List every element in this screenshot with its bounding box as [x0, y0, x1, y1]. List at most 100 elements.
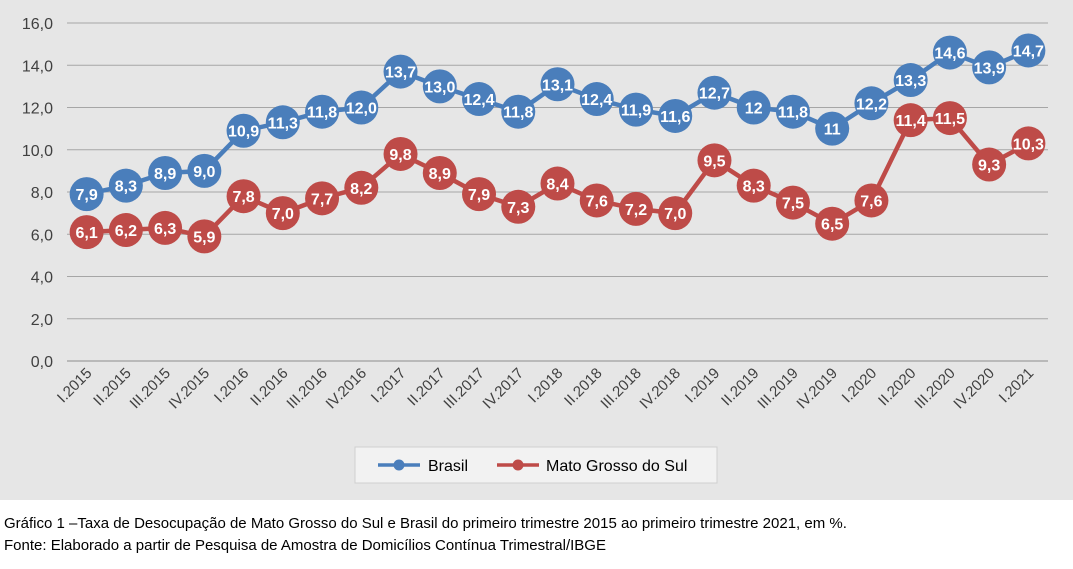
data-point [148, 210, 183, 245]
data-point [187, 219, 222, 254]
chart-area: 0,0 2,0 4,0 6,0 8,0 10,0 12,0 14,0 16,0 I.2015 II.… [0, 0, 1073, 500]
data-point [305, 94, 340, 129]
data-label: 7,6 [860, 193, 882, 210]
data-label: 11,6 [660, 109, 690, 126]
data-label: 13,7 [385, 65, 416, 82]
data-label: 11,8 [307, 105, 337, 122]
data-point [815, 111, 850, 146]
data-label: 7,7 [311, 191, 333, 208]
data-point [579, 82, 614, 117]
data-point [775, 94, 810, 129]
data-point [226, 179, 261, 214]
data-label: 11,3 [268, 115, 298, 132]
data-label: 11,9 [621, 103, 651, 120]
data-point [344, 90, 379, 125]
data-label: 12,4 [463, 92, 494, 109]
data-label: 6,3 [154, 221, 176, 238]
data-point [265, 196, 300, 231]
y-tick-label: 0,0 [31, 354, 53, 371]
data-point [540, 166, 575, 201]
data-label: 8,3 [743, 179, 765, 196]
data-point [501, 189, 536, 224]
data-label: 6,1 [75, 225, 97, 242]
data-label: 7,2 [625, 202, 647, 219]
data-label: 7,5 [782, 196, 804, 213]
data-label: 10,3 [1013, 136, 1044, 153]
data-point [775, 185, 810, 220]
data-label: 9,5 [703, 153, 725, 170]
data-point [815, 206, 850, 241]
data-point [422, 69, 457, 104]
legend-marker [512, 459, 524, 471]
data-label: 12,2 [856, 96, 887, 113]
data-label: 8,4 [546, 177, 568, 194]
data-label: 13,9 [974, 60, 1005, 77]
data-point [462, 82, 497, 117]
data-point [1011, 33, 1046, 68]
line-chart: 0,02,04,06,08,010,012,014,016,0I.2015II.… [0, 0, 1073, 500]
data-point [736, 90, 771, 125]
data-point [579, 183, 614, 218]
data-point [893, 103, 928, 138]
data-point [932, 35, 967, 70]
y-tick-label: 6,0 [31, 227, 53, 244]
data-label: 6,5 [821, 217, 843, 234]
data-point [383, 136, 418, 171]
data-label: 9,8 [389, 147, 411, 164]
data-label: 11,8 [503, 105, 533, 122]
data-label: 9,3 [978, 158, 1000, 175]
y-tick-label: 10,0 [22, 143, 53, 160]
data-label: 8,9 [429, 166, 451, 183]
data-point [658, 98, 693, 133]
data-label: 8,3 [115, 179, 137, 196]
data-point [1011, 126, 1046, 161]
data-point [893, 63, 928, 98]
data-point [932, 101, 967, 136]
data-point [697, 75, 732, 110]
data-point [736, 168, 771, 203]
data-point [854, 183, 889, 218]
legend-label: Mato Grosso do Sul [546, 458, 687, 475]
caption-source: Fonte: Elaborado a partir de Pesquisa de… [4, 537, 606, 554]
data-label: 11,5 [935, 111, 965, 128]
data-label: 8,2 [350, 181, 372, 198]
data-label: 13,1 [542, 77, 573, 94]
data-point [972, 147, 1007, 182]
data-label: 7,9 [468, 187, 490, 204]
data-point [854, 86, 889, 121]
data-point [697, 143, 732, 178]
data-point [344, 170, 379, 205]
y-tick-label: 14,0 [22, 58, 53, 75]
data-point [658, 196, 693, 231]
data-point [108, 213, 143, 248]
data-label: 12,7 [699, 86, 730, 103]
data-label: 9,0 [193, 164, 215, 181]
data-label: 13,0 [424, 79, 455, 96]
data-point [501, 94, 536, 129]
data-label: 7,0 [272, 206, 294, 223]
data-label: 5,9 [193, 229, 215, 246]
data-label: 7,8 [232, 189, 254, 206]
data-label: 13,3 [895, 73, 926, 90]
y-tick-label: 12,0 [22, 101, 53, 118]
data-point [226, 113, 261, 148]
data-point [305, 181, 340, 216]
legend-marker [393, 459, 405, 471]
data-label: 7,3 [507, 200, 529, 217]
chart-caption: Gráfico 1 –Taxa de Desocupação de Mato G… [4, 513, 1069, 557]
data-label: 7,6 [586, 193, 608, 210]
data-point [462, 177, 497, 212]
y-tick-label: 2,0 [31, 312, 53, 329]
data-label: 12,4 [581, 92, 612, 109]
data-label: 11,4 [896, 113, 926, 130]
legend-label: Brasil [428, 458, 468, 475]
data-label: 7,0 [664, 206, 686, 223]
y-tick-label: 8,0 [31, 185, 53, 202]
data-point [69, 177, 104, 212]
data-point [540, 67, 575, 102]
data-label: 8,9 [154, 166, 176, 183]
data-point [618, 92, 653, 127]
data-point [187, 153, 222, 188]
data-label: 6,2 [115, 223, 137, 240]
data-point [148, 155, 183, 190]
